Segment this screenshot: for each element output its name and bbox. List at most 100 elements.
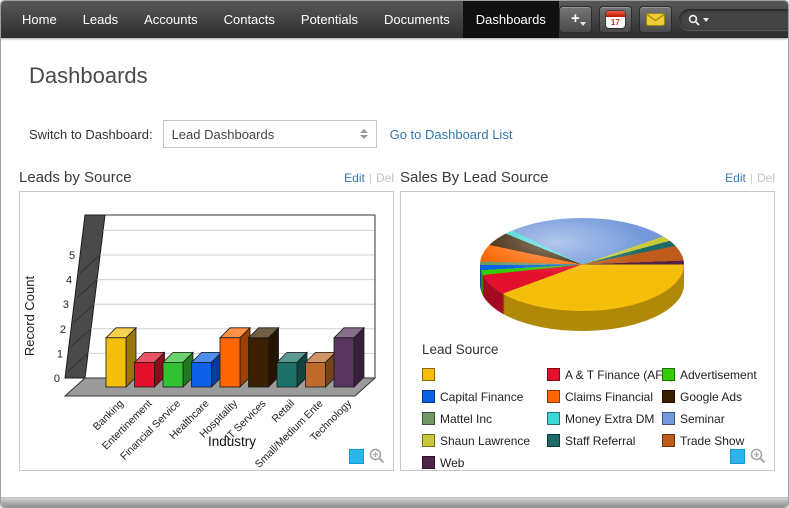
go-to-dashboard-list-link[interactable]: Go to Dashboard List (390, 127, 513, 142)
dashboard-switcher-row: Switch to Dashboard: Lead Dashboards Go … (29, 120, 788, 148)
del-link[interactable]: Del (757, 171, 775, 185)
legend-item: Capital Finance (422, 388, 547, 405)
pie-chart-box: Lead Source A & T Finance (AFF)Advertise… (400, 191, 775, 471)
legend-item: Seminar (662, 410, 774, 427)
bar (277, 352, 307, 387)
switch-label: Switch to Dashboard: (29, 127, 153, 142)
legend-swatch (547, 368, 560, 381)
pie-chart (480, 218, 684, 311)
calendar-day: 17 (606, 17, 625, 28)
legend-label: Advertisement (680, 368, 757, 382)
dashboard-select[interactable]: Lead Dashboards (163, 120, 377, 148)
cyan-square-icon[interactable] (730, 449, 745, 464)
legend-label: A & T Finance (AFF) (565, 368, 674, 382)
mail-button[interactable] (639, 6, 672, 33)
legend-swatch (422, 456, 435, 469)
bar (106, 328, 136, 387)
app-window: HomeLeadsAccountsContactsPotentialsDocum… (0, 0, 789, 508)
bar-chart-box: 012345BankingEntertinementFinancial Serv… (19, 191, 394, 471)
link-separator: | (746, 171, 757, 185)
bar (163, 352, 193, 387)
legend-swatch (422, 368, 435, 381)
chevron-down-icon (703, 18, 709, 22)
nav-tab-dashboards[interactable]: Dashboards (463, 1, 559, 38)
panel-head: Leads by Source Edit|Del (19, 169, 394, 186)
zoom-in-icon[interactable] (369, 448, 385, 464)
bar (249, 328, 279, 387)
legend-swatch (422, 412, 435, 425)
legend-label: Trade Show (680, 434, 744, 448)
bar (192, 352, 222, 387)
nav-tab-documents[interactable]: Documents (371, 1, 463, 38)
link-separator: | (365, 171, 376, 185)
x-axis-title: Industry (208, 434, 256, 449)
legend-grid: A & T Finance (AFF) Advertisement Capital … (422, 366, 774, 471)
panel-title: Leads by Source (19, 169, 132, 186)
plus-icon: + (571, 11, 580, 26)
calendar-button[interactable]: 17 (599, 6, 632, 33)
mail-icon (646, 13, 665, 26)
legend-item: Money Extra DM (547, 410, 662, 427)
legend-swatch (662, 368, 675, 381)
pie-legend: Lead Source A & T Finance (AFF)Advertise… (422, 342, 774, 471)
bar (220, 328, 250, 387)
bar (334, 328, 364, 387)
chevron-down-icon (580, 22, 586, 26)
legend-item: Claims Financial (547, 388, 662, 405)
charts-row: Leads by Source Edit|Del 012345BankingEn… (19, 169, 788, 471)
legend-swatch (422, 390, 435, 403)
nav-tab-leads[interactable]: Leads (70, 1, 131, 38)
bar (135, 352, 165, 387)
legend-swatch (547, 390, 560, 403)
nav-tab-contacts[interactable]: Contacts (211, 1, 288, 38)
global-search[interactable] (679, 9, 789, 30)
legend-item: Staff Referral (547, 432, 662, 449)
y-tick-label: 0 (54, 373, 60, 385)
legend-label: Mattel Inc (440, 412, 492, 426)
y-tick-label: 3 (63, 299, 69, 311)
legend-label: Google Ads (680, 390, 742, 404)
legend-swatch (662, 412, 675, 425)
search-input[interactable] (712, 12, 789, 28)
bar-chart: 012345BankingEntertinementFinancial Serv… (20, 192, 393, 470)
legend-swatch (662, 390, 675, 403)
window-bottom-edge (1, 497, 788, 507)
legend-item: Trade Show (662, 432, 774, 449)
edit-link[interactable]: Edit (725, 171, 746, 185)
y-tick-label: 2 (60, 324, 66, 336)
legend-swatch (662, 434, 675, 447)
legend-swatch (547, 412, 560, 425)
pie-highlight (480, 218, 684, 311)
legend-label: Claims Financial (565, 390, 653, 404)
legend-label: Seminar (680, 412, 725, 426)
nav-tab-potentials[interactable]: Potentials (288, 1, 371, 38)
corner-icons (349, 448, 385, 464)
panel-links: Edit|Del (725, 171, 775, 185)
y-axis-title: Record Count (22, 276, 37, 357)
panel-head: Sales By Lead Source Edit|Del (400, 169, 775, 186)
nav-tabs: HomeLeadsAccountsContactsPotentialsDocum… (1, 1, 559, 38)
legend-item: Web (422, 454, 547, 471)
nav-tab-home[interactable]: Home (9, 1, 70, 38)
dashboard-select-value: Lead Dashboards (172, 127, 275, 142)
updown-caret-icon (360, 129, 368, 139)
legend-item: Google Ads (662, 388, 774, 405)
legend-swatch (547, 434, 560, 447)
del-link[interactable]: Del (376, 171, 394, 185)
panel-title: Sales By Lead Source (400, 169, 548, 186)
zoom-in-icon[interactable] (750, 448, 766, 464)
y-tick-label: 5 (69, 250, 75, 262)
add-button[interactable]: + (559, 6, 592, 33)
toolbar: + 17 (559, 1, 789, 38)
top-navbar: HomeLeadsAccountsContactsPotentialsDocum… (1, 1, 788, 38)
legend-label: Shaun Lawrence (440, 434, 530, 448)
legend-label: Staff Referral (565, 434, 635, 448)
corner-icons (730, 448, 766, 464)
cyan-square-icon[interactable] (349, 449, 364, 464)
bar-chart-panel: Leads by Source Edit|Del 012345BankingEn… (19, 169, 394, 471)
pie-chart-panel: Sales By Lead Source Edit|Del Lead Sourc… (400, 169, 775, 471)
legend-swatch (422, 434, 435, 447)
edit-link[interactable]: Edit (344, 171, 365, 185)
nav-tab-accounts[interactable]: Accounts (131, 1, 210, 38)
panel-links: Edit|Del (344, 171, 394, 185)
